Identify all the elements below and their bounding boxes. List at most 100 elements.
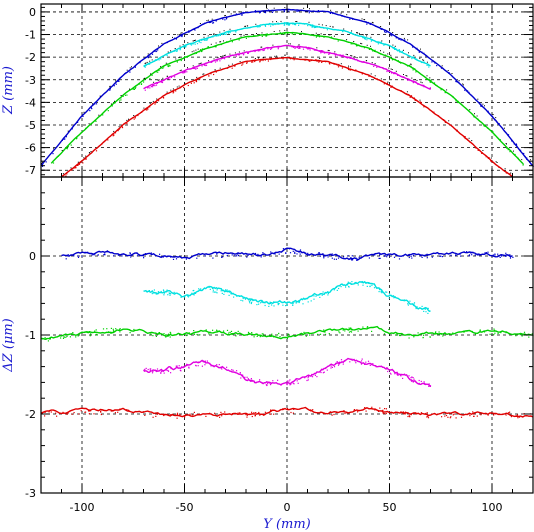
top-series-point: [109, 88, 111, 90]
top-measured-point: [407, 39, 409, 41]
top-series-point: [456, 129, 458, 131]
top-measured-point: [441, 65, 443, 67]
bottom-series-point: [244, 376, 246, 378]
top-series-point: [124, 73, 126, 75]
bottom-series-point: [464, 331, 466, 333]
bottom-series-point: [286, 301, 288, 303]
top-series-point: [114, 132, 117, 134]
top-measured-point: [447, 70, 449, 71]
top-measured-point: [366, 35, 368, 37]
top-series-point: [156, 82, 158, 84]
bottom-series-point: [379, 257, 381, 259]
top-series-point: [255, 11, 257, 13]
top-series-point: [298, 47, 300, 49]
top-series-point: [170, 51, 172, 53]
top-series-point: [187, 55, 189, 57]
bottom-series-point: [229, 331, 231, 333]
bottom-series-point: [412, 377, 414, 379]
bottom-series-point: [273, 301, 275, 303]
top-series-point: [175, 49, 177, 51]
bottom-series-point: [510, 416, 512, 418]
top-series-point: [394, 58, 396, 60]
top-series-point: [226, 41, 228, 43]
bottom-series-point: [175, 258, 178, 260]
bottom-series-point: [100, 409, 102, 411]
bottom-series-point: [259, 379, 261, 381]
top-series-point: [474, 147, 477, 149]
bottom-series-point: [293, 408, 295, 410]
top-series-point: [229, 66, 231, 68]
top-measured-point: [374, 63, 376, 65]
top-series-point: [387, 69, 390, 72]
bottom-series-point: [102, 409, 104, 411]
top-series-point: [270, 23, 272, 25]
top-series-point: [323, 52, 325, 54]
top-series-point: [147, 55, 149, 57]
bottom-series-point: [239, 413, 241, 415]
top-series-point: [484, 124, 486, 126]
bottom-series-point: [323, 371, 325, 373]
bottom-series-point: [455, 254, 457, 256]
bottom-series-point: [346, 284, 348, 286]
top-series-point: [357, 60, 359, 62]
top-series-point: [133, 118, 135, 120]
top-series-point: [264, 12, 267, 14]
top-series-point: [487, 157, 489, 159]
top-ticks: 0-1-2-3-4-5-6-7: [25, 4, 534, 177]
top-measured-point: [211, 18, 213, 20]
top-series-point: [80, 132, 82, 134]
bottom-series-point: [333, 413, 335, 416]
bottom-series-point: [214, 291, 216, 293]
bottom-series-point: [163, 292, 165, 294]
bottom-series-point: [466, 330, 468, 332]
bottom-series-point: [335, 258, 337, 260]
bottom-series-point: [236, 255, 238, 257]
bottom-series-point: [178, 365, 180, 367]
bottom-series-point: [278, 253, 280, 255]
bottom-series-line: [40, 406, 534, 418]
bottom-series-point: [357, 284, 359, 286]
top-series-point: [366, 39, 368, 41]
top-series-point: [309, 47, 311, 50]
bottom-series-point: [420, 412, 422, 414]
bottom-series-point: [307, 377, 309, 379]
bottom-series-point: [282, 248, 284, 250]
bottom-series-point: [506, 254, 508, 256]
bottom-series-point: [315, 295, 317, 297]
top-series-point: [212, 22, 215, 24]
bottom-series-point: [93, 413, 95, 415]
top-measured-point: [172, 36, 173, 38]
top-series-point: [400, 90, 402, 92]
top-series-point: [284, 32, 286, 34]
bottom-series-point: [384, 255, 386, 257]
top-series-point: [455, 100, 457, 102]
top-series-point: [391, 85, 393, 87]
bottom-series-point: [78, 413, 80, 415]
top-series-point: [479, 103, 481, 105]
top-measured-point: [471, 140, 473, 142]
bottom-series-point: [170, 332, 172, 334]
top-series-point: [437, 115, 440, 117]
bottom-series-point: [88, 413, 90, 415]
top-series-point: [238, 37, 240, 39]
top-series-point: [374, 50, 376, 52]
top-series-point: [444, 92, 446, 94]
bottom-series-point: [250, 380, 252, 382]
top-measured-point: [411, 77, 413, 79]
bottom-series-point: [231, 333, 233, 336]
top-measured-point: [350, 55, 352, 56]
bottom-series-point: [192, 293, 194, 295]
bottom-series-point: [184, 416, 186, 418]
top-measured-point: [143, 78, 145, 80]
bottom-series-point: [374, 409, 376, 411]
top-series-point: [180, 59, 182, 62]
top-measured-point: [403, 74, 404, 75]
top-series-point: [198, 40, 200, 42]
top-measured-point: [245, 25, 246, 27]
top-series-point: [153, 84, 155, 87]
top-series-point: [496, 121, 498, 123]
bottom-series-point: [423, 382, 425, 384]
bottom-series-point: [77, 335, 79, 337]
top-series-point: [383, 83, 385, 85]
top-series-point: [344, 55, 346, 58]
